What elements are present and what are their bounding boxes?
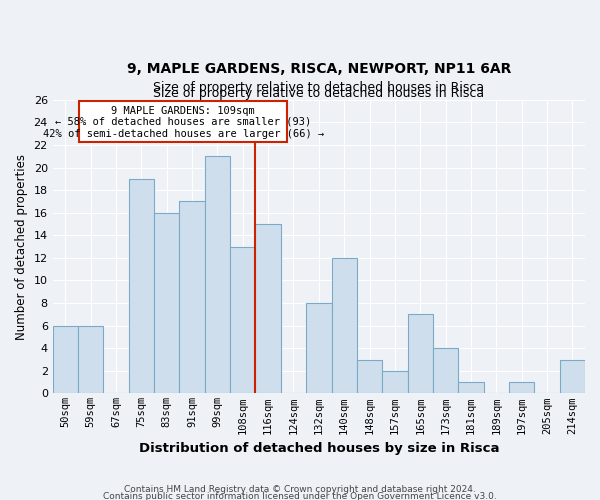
- Y-axis label: Number of detached properties: Number of detached properties: [15, 154, 28, 340]
- Bar: [306, 303, 332, 394]
- Bar: [179, 202, 205, 394]
- Text: Contains HM Land Registry data © Crown copyright and database right 2024.: Contains HM Land Registry data © Crown c…: [124, 484, 476, 494]
- Bar: [382, 371, 407, 394]
- Text: 9, MAPLE GARDENS, RISCA, NEWPORT, NP11 6AR: 9, MAPLE GARDENS, RISCA, NEWPORT, NP11 6…: [127, 62, 511, 76]
- Bar: [433, 348, 458, 394]
- Text: 9 MAPLE GARDENS: 109sqm: 9 MAPLE GARDENS: 109sqm: [112, 106, 255, 116]
- X-axis label: Distribution of detached houses by size in Risca: Distribution of detached houses by size …: [139, 442, 499, 455]
- FancyBboxPatch shape: [79, 101, 287, 141]
- Bar: [230, 246, 256, 394]
- Text: 42% of semi-detached houses are larger (66) →: 42% of semi-detached houses are larger (…: [43, 129, 324, 139]
- Bar: [332, 258, 357, 394]
- Bar: [154, 212, 179, 394]
- Bar: [53, 326, 78, 394]
- Bar: [407, 314, 433, 394]
- Bar: [509, 382, 535, 394]
- Title: Size of property relative to detached houses in Risca: Size of property relative to detached ho…: [153, 87, 484, 100]
- Bar: [357, 360, 382, 394]
- Bar: [205, 156, 230, 394]
- Text: ← 58% of detached houses are smaller (93): ← 58% of detached houses are smaller (93…: [55, 116, 311, 126]
- Bar: [256, 224, 281, 394]
- Bar: [129, 179, 154, 394]
- Text: Contains public sector information licensed under the Open Government Licence v3: Contains public sector information licen…: [103, 492, 497, 500]
- Bar: [560, 360, 585, 394]
- Text: Size of property relative to detached houses in Risca: Size of property relative to detached ho…: [153, 81, 484, 94]
- Bar: [458, 382, 484, 394]
- Bar: [78, 326, 103, 394]
